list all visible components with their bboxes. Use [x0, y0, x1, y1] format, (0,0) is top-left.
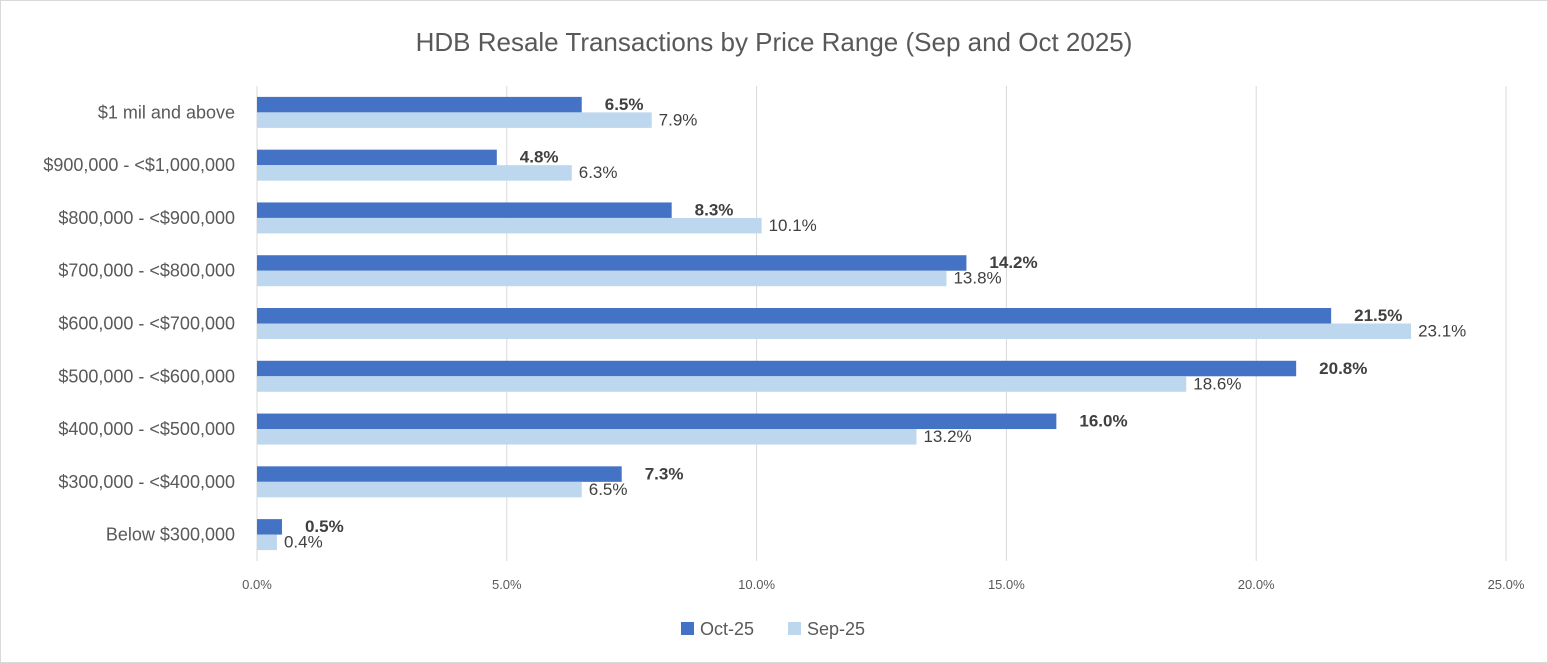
data-label: 6.5%	[589, 480, 628, 499]
x-tick-label: 0.0%	[242, 577, 272, 592]
category-label: $700,000 - <$800,000	[58, 261, 235, 281]
data-label: 4.8%	[520, 148, 559, 167]
bar-sep-25	[257, 112, 652, 128]
bar-oct-25	[257, 96, 582, 113]
data-labels: 6.5% 7.9% 4.8% 6.3% 8.3% 10.1% 14.2%13.8% 21.5%…	[284, 95, 1466, 552]
x-tick-label: 10.0%	[738, 577, 775, 592]
bar-sep-25	[257, 534, 277, 551]
data-label: 0.4%	[284, 533, 323, 552]
data-label: 8.3%	[695, 200, 734, 219]
bar-oct-25	[257, 255, 967, 271]
category-label: $900,000 - <$1,000,000	[43, 155, 235, 175]
bar-oct-25	[257, 308, 1332, 324]
bar-oct-25	[257, 466, 622, 482]
bar-oct-25	[257, 202, 672, 218]
data-label: 6.5%	[605, 95, 644, 114]
data-label: 7.9%	[659, 110, 698, 129]
data-label: 13.8%	[953, 269, 1001, 288]
category-label: $300,000 - <$400,000	[58, 472, 235, 492]
bar-sep-25	[257, 323, 1412, 339]
x-tick-label: 15.0%	[988, 577, 1025, 592]
legend-label: Oct-25	[700, 619, 754, 639]
bar-sep-25	[257, 429, 917, 445]
legend-swatch	[681, 622, 694, 635]
data-label: 13.2%	[923, 427, 971, 446]
legend-item-oct-25: Oct-25	[681, 619, 754, 639]
data-label: 7.3%	[645, 464, 684, 483]
bar-sep-25	[257, 376, 1187, 392]
data-label: 20.8%	[1319, 359, 1367, 378]
data-label: 18.6%	[1193, 374, 1241, 393]
x-axis-ticks: 0.0% 5.0% 10.0% 15.0% 20.0% 25.0%	[242, 577, 1525, 592]
data-label: 23.1%	[1418, 322, 1466, 341]
x-tick-label: 5.0%	[492, 577, 522, 592]
category-labels: $1 mil and above $900,000 - <$1,000,000 $8…	[43, 102, 235, 544]
legend: Oct-25 Sep-25	[681, 619, 865, 639]
bar-oct-25	[257, 413, 1057, 430]
data-label: 14.2%	[989, 253, 1037, 272]
bars	[257, 96, 1412, 551]
data-label: 16.0%	[1079, 412, 1127, 431]
bar-oct-25	[257, 360, 1297, 377]
x-tick-label: 25.0%	[1488, 577, 1525, 592]
legend-label: Sep-25	[807, 619, 865, 639]
category-label: $800,000 - <$900,000	[58, 208, 235, 228]
bar-sep-25	[257, 481, 582, 498]
category-label: $600,000 - <$700,000	[58, 314, 235, 334]
category-label: $400,000 - <$500,000	[58, 419, 235, 439]
x-tick-label: 20.0%	[1238, 577, 1275, 592]
data-label: 6.3%	[579, 163, 618, 182]
data-label: 10.1%	[769, 216, 817, 235]
bar-sep-25	[257, 217, 762, 234]
bar-oct-25	[257, 519, 282, 535]
data-label: 21.5%	[1354, 306, 1402, 325]
legend-swatch	[788, 622, 801, 635]
bar-oct-25	[257, 149, 497, 166]
chart-title: HDB Resale Transactions by Price Range (…	[416, 27, 1133, 57]
data-label: 0.5%	[305, 517, 344, 536]
category-label: Below $300,000	[106, 525, 235, 545]
bar-sep-25	[257, 165, 572, 181]
category-label: $1 mil and above	[98, 102, 235, 122]
legend-item-sep-25: Sep-25	[788, 619, 865, 639]
bar-sep-25	[257, 270, 947, 287]
category-label: $500,000 - <$600,000	[58, 366, 235, 386]
